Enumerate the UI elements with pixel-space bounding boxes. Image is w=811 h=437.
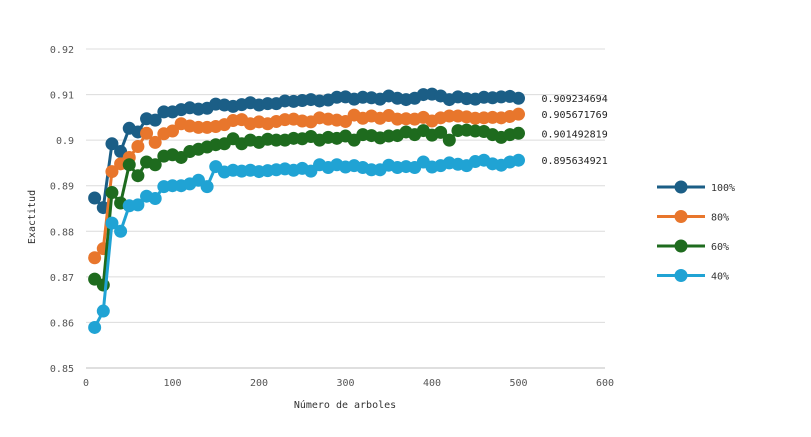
data-point — [200, 180, 214, 194]
x-tick-label: 500 — [509, 378, 527, 389]
data-point — [512, 153, 525, 167]
legend-item: 60% — [657, 239, 729, 253]
data-point — [122, 158, 136, 172]
data-point — [114, 224, 128, 238]
legend-item: 80% — [657, 210, 729, 224]
x-tick-label: 600 — [596, 378, 614, 389]
x-tick-label: 300 — [336, 378, 354, 389]
legend-marker — [674, 180, 688, 194]
data-point — [88, 320, 102, 334]
legend-label: 60% — [711, 242, 729, 253]
y-tick-label: 0.89 — [50, 182, 74, 193]
y-tick-label: 0.88 — [50, 227, 74, 238]
legend-label: 80% — [711, 213, 729, 224]
end-value-label: 0.895634921 — [542, 156, 608, 167]
legend-marker — [674, 239, 688, 253]
data-point — [434, 125, 448, 139]
data-point — [105, 165, 119, 179]
data-point — [512, 126, 525, 140]
x-tick-label: 0 — [83, 378, 89, 389]
series-0 — [88, 87, 525, 215]
series-layer — [88, 87, 525, 334]
data-point — [131, 169, 145, 183]
end-value-label: 0.905671769 — [542, 110, 608, 121]
data-point — [105, 137, 119, 151]
series-2 — [88, 123, 525, 292]
data-point — [148, 191, 162, 205]
data-point — [131, 140, 145, 154]
legend-label: 40% — [711, 272, 729, 283]
data-point — [88, 251, 102, 265]
x-tick-label: 200 — [250, 378, 268, 389]
end-labels: 0.909234694 0.905671769 0.901492819 0.89563… — [542, 94, 608, 167]
data-point — [148, 158, 162, 172]
data-point — [105, 216, 119, 230]
data-point — [166, 124, 179, 138]
end-value-label: 0.901492819 — [542, 129, 608, 140]
data-point — [512, 91, 525, 105]
data-point — [88, 191, 102, 205]
legend-label: 100% — [711, 183, 735, 194]
axes: 0.85 0.86 0.87 0.88 0.89 0.9 0.91 0.92 0 100 200 30… — [50, 45, 614, 389]
legend-marker — [674, 210, 688, 223]
data-point — [148, 113, 162, 127]
y-tick-label: 0.86 — [50, 318, 74, 329]
legend-item: 40% — [657, 269, 729, 283]
series-1 — [88, 107, 525, 265]
x-tick-label: 100 — [163, 378, 181, 389]
series-3 — [88, 153, 525, 334]
y-axis-title: Exactitud — [27, 190, 38, 244]
data-point — [96, 278, 110, 292]
data-point — [140, 126, 154, 140]
y-tick-label: 0.91 — [50, 91, 74, 102]
data-point — [512, 107, 525, 121]
data-point — [148, 135, 162, 149]
y-tick-label: 0.87 — [50, 273, 74, 284]
y-tick-label: 0.85 — [50, 364, 74, 375]
data-point — [131, 198, 145, 212]
legend-marker — [674, 269, 688, 282]
data-point — [105, 186, 119, 200]
x-axis-title: Número de arboles — [294, 399, 396, 411]
data-point — [442, 133, 456, 147]
legend: 100% 80% 60% 40% — [657, 180, 735, 283]
x-tick-label: 400 — [423, 378, 441, 389]
end-value-label: 0.909234694 — [542, 94, 608, 105]
y-tick-label: 0.92 — [50, 45, 74, 56]
y-tick-label: 0.9 — [56, 136, 74, 147]
data-point — [96, 304, 110, 318]
legend-item: 100% — [657, 180, 735, 194]
